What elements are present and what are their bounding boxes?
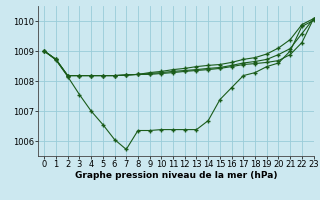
X-axis label: Graphe pression niveau de la mer (hPa): Graphe pression niveau de la mer (hPa) [75, 171, 277, 180]
